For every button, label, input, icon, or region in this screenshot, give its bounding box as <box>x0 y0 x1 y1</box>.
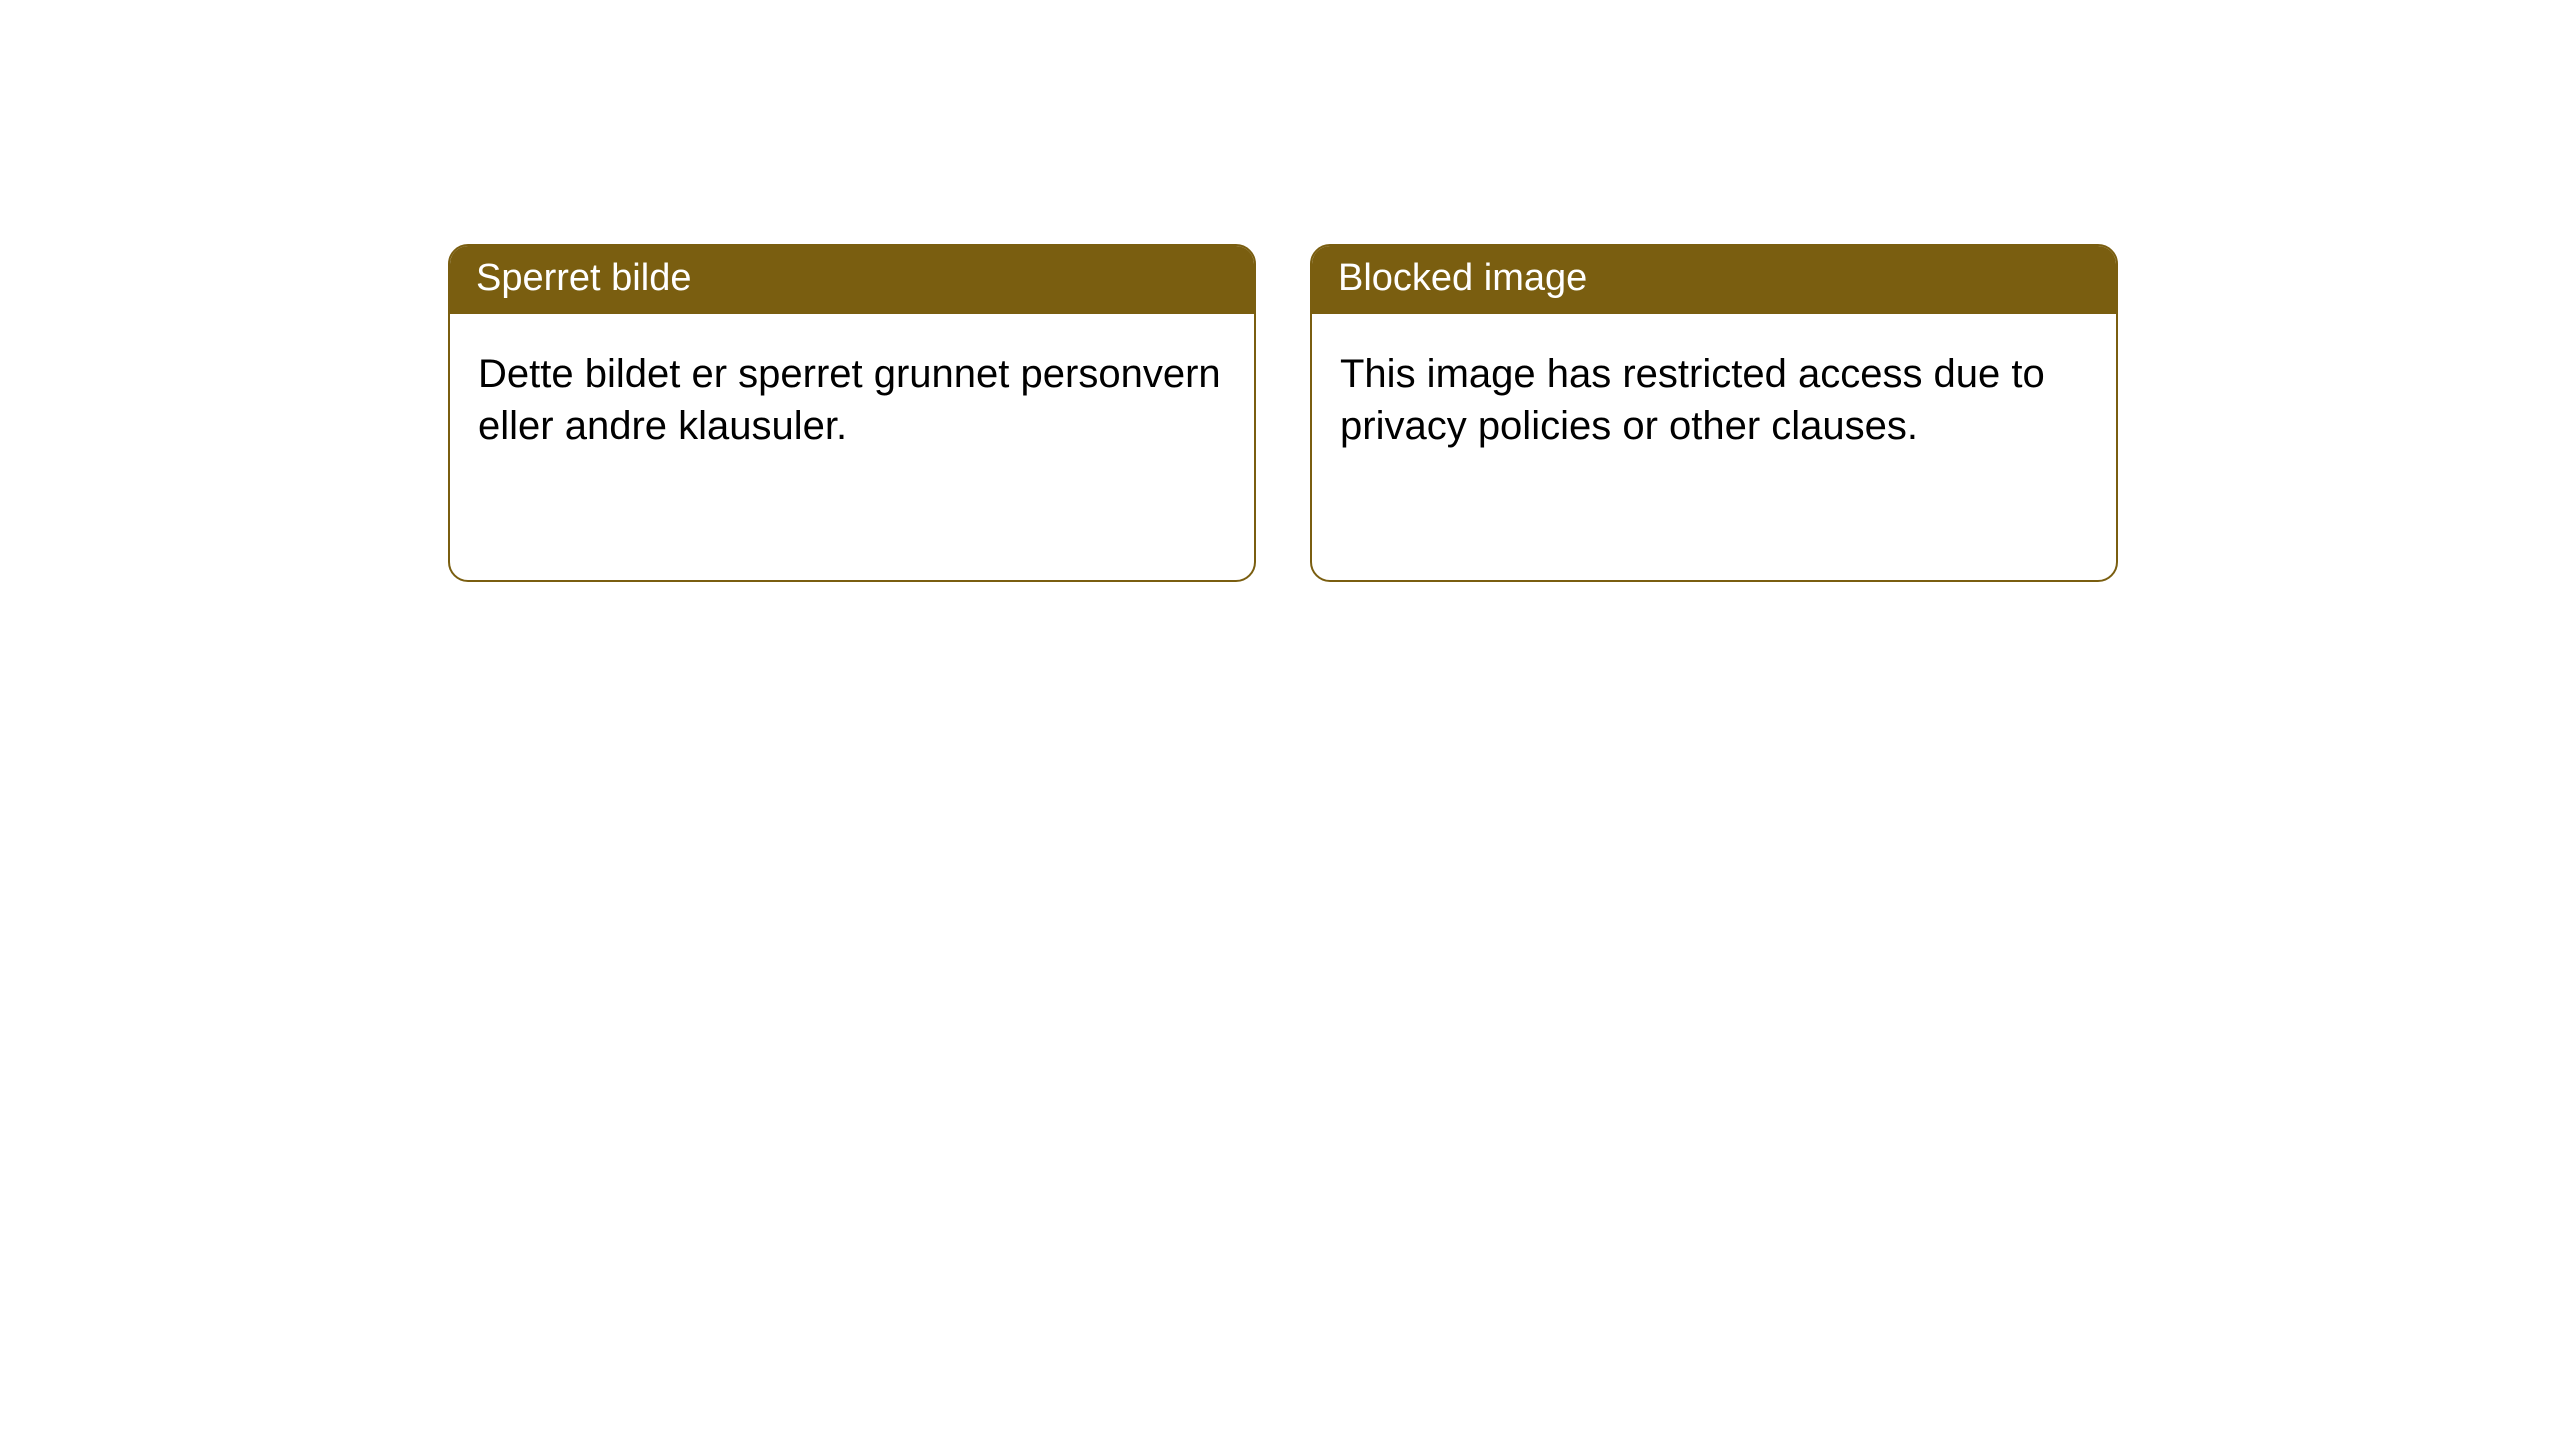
panel-body-text: Dette bildet er sperret grunnet personve… <box>450 314 1254 486</box>
panel-title: Blocked image <box>1312 246 2116 314</box>
panels-container: Sperret bilde Dette bildet er sperret gr… <box>0 0 2560 582</box>
panel-title: Sperret bilde <box>450 246 1254 314</box>
blocked-image-panel-norwegian: Sperret bilde Dette bildet er sperret gr… <box>448 244 1256 582</box>
panel-body-text: This image has restricted access due to … <box>1312 314 2116 486</box>
blocked-image-panel-english: Blocked image This image has restricted … <box>1310 244 2118 582</box>
